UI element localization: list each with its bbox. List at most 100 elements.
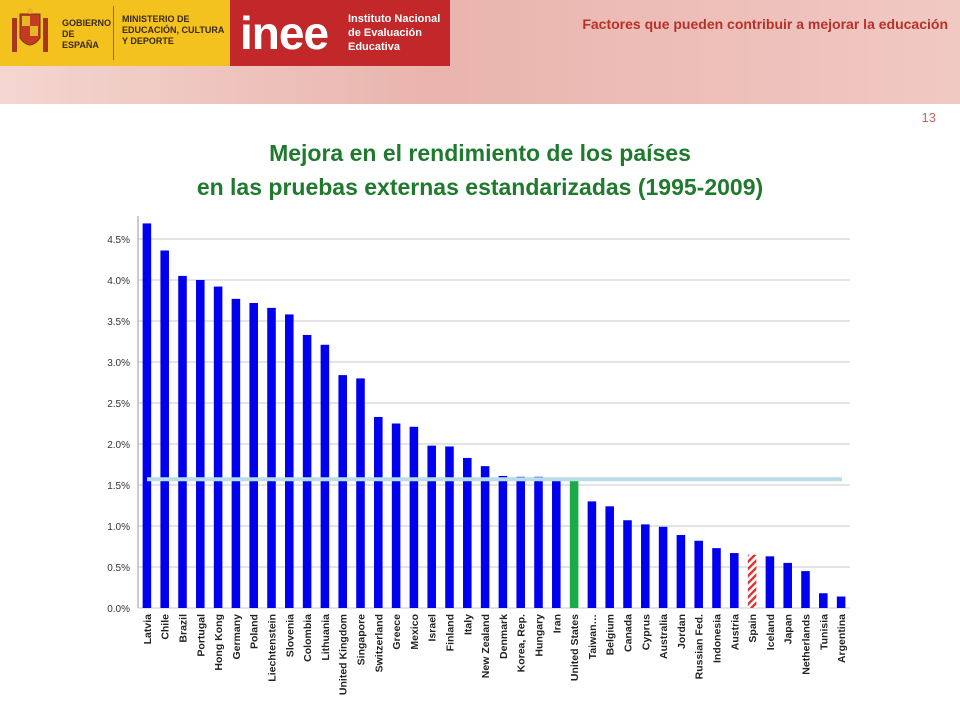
y-tick-label: 0.0% [107,604,130,615]
bar [783,562,792,608]
x-tick-label: Australia [658,614,670,659]
bar [196,280,205,608]
bar [391,423,401,608]
bar [658,526,668,608]
bar [836,596,846,608]
x-tick-label: Portugal [195,614,207,657]
bar [569,480,579,608]
y-tick-label: 1.0% [107,522,130,533]
chart-title: Mejora en el rendimiento de los países e… [0,136,960,204]
x-tick-label: Belgium [605,614,617,655]
bar [552,480,561,608]
y-tick-label: 4.0% [107,276,130,287]
bar [302,334,312,608]
x-tick-label: Latvia [142,614,154,645]
ministry-name: MINISTERIO DE EDUCACIÓN, CULTURA Y DEPOR… [122,14,224,46]
bar [142,223,152,609]
chart-title-line-2: en las pruebas externas estandarizadas (… [196,174,764,200]
x-tick-label: Poland [249,614,261,649]
x-tick-label: Hong Kong [213,614,225,671]
bar [534,476,543,608]
x-tick-label: Austria [729,614,741,650]
x-tick-label: New Zealand [480,614,492,678]
x-tick-label: Tunisia [818,614,830,650]
x-tick-label: Hungary [534,614,546,657]
bar [587,501,597,608]
x-tick-label: Canada [623,614,635,652]
x-tick-label: Chile [160,614,172,640]
x-tick-label: Cyprus [640,614,652,650]
x-tick-label: Indonesia [712,614,724,663]
x-tick-label: Spain [747,614,759,643]
y-tick-label: 3.0% [107,358,130,369]
coat-of-arms-icon [12,8,48,52]
y-tick-label: 3.5% [107,317,130,328]
x-tick-label: Singapore [356,614,368,666]
x-tick-label: Brazil [178,614,190,643]
bar [285,314,294,608]
x-tick-label: Israel [427,614,439,642]
bar [516,476,525,608]
bar [356,378,365,608]
bar [694,540,703,608]
x-tick-label: Italy [462,614,474,635]
bar [427,445,436,608]
government-logo: GOBIERNO DE ESPAÑA MINISTERIO DE EDUCACI… [0,0,230,66]
x-tick-label: Slovenia [284,614,296,657]
bar [249,302,258,608]
page-number: 13 [921,110,936,125]
x-tick-label: Finland [445,614,457,651]
bar [178,275,187,608]
bar [320,344,330,608]
bar [747,554,757,608]
x-tick-label: United Kingdom [338,614,350,695]
bar [374,416,383,608]
bar [498,475,508,608]
x-tick-label: Japan [783,614,795,644]
bar [445,446,454,608]
inee-institute-name: Instituto Nacional de Evaluación Educati… [348,13,441,53]
bar [213,286,223,608]
y-tick-label: 2.5% [107,399,130,410]
bar [730,553,739,608]
x-tick-label: Iran [551,614,563,633]
bar [641,524,650,608]
x-tick-label: Jordan [676,614,688,649]
x-tick-label: Argentina [836,614,848,663]
header-banner: GOBIERNO DE ESPAÑA MINISTERIO DE EDUCACI… [0,0,960,104]
y-tick-label: 1.5% [107,481,130,492]
x-tick-label: Iceland [765,614,777,650]
bar [605,506,614,608]
x-tick-label: United States [569,614,581,681]
x-tick-label: Denmark [498,614,510,659]
bar [480,466,490,608]
y-tick-label: 0.5% [107,563,130,574]
x-tick-label: Netherlands [801,614,813,675]
bar [231,298,241,608]
x-tick-label: Taiwan… [587,614,599,659]
logo-divider [113,6,114,60]
bar [160,250,169,609]
bar [409,426,419,608]
bar [819,593,828,608]
bar [623,520,632,608]
x-tick-label: Colombia [302,614,314,662]
government-name: GOBIERNO DE ESPAÑA [62,18,112,50]
y-tick-label: 2.0% [107,440,130,451]
bar [338,375,347,608]
bar [463,457,472,608]
inee-logo-block: inee Instituto Nacional de Evaluación Ed… [230,0,450,66]
inee-logo: inee [240,7,329,59]
chart-title-line-1: Mejora en el rendimiento de los países [269,140,691,166]
bar [676,535,686,608]
x-tick-label: Russian Fed. [694,614,706,679]
bar [712,548,721,608]
x-tick-label: Germany [231,614,243,660]
x-tick-label: Switzerland [373,614,385,672]
x-tick-label: Greece [391,614,403,650]
x-tick-label: Mexico [409,614,421,650]
bar [765,556,775,608]
presentation-title: Factores que pueden contribuir a mejorar… [582,16,948,32]
x-tick-label: Lithuania [320,614,332,661]
